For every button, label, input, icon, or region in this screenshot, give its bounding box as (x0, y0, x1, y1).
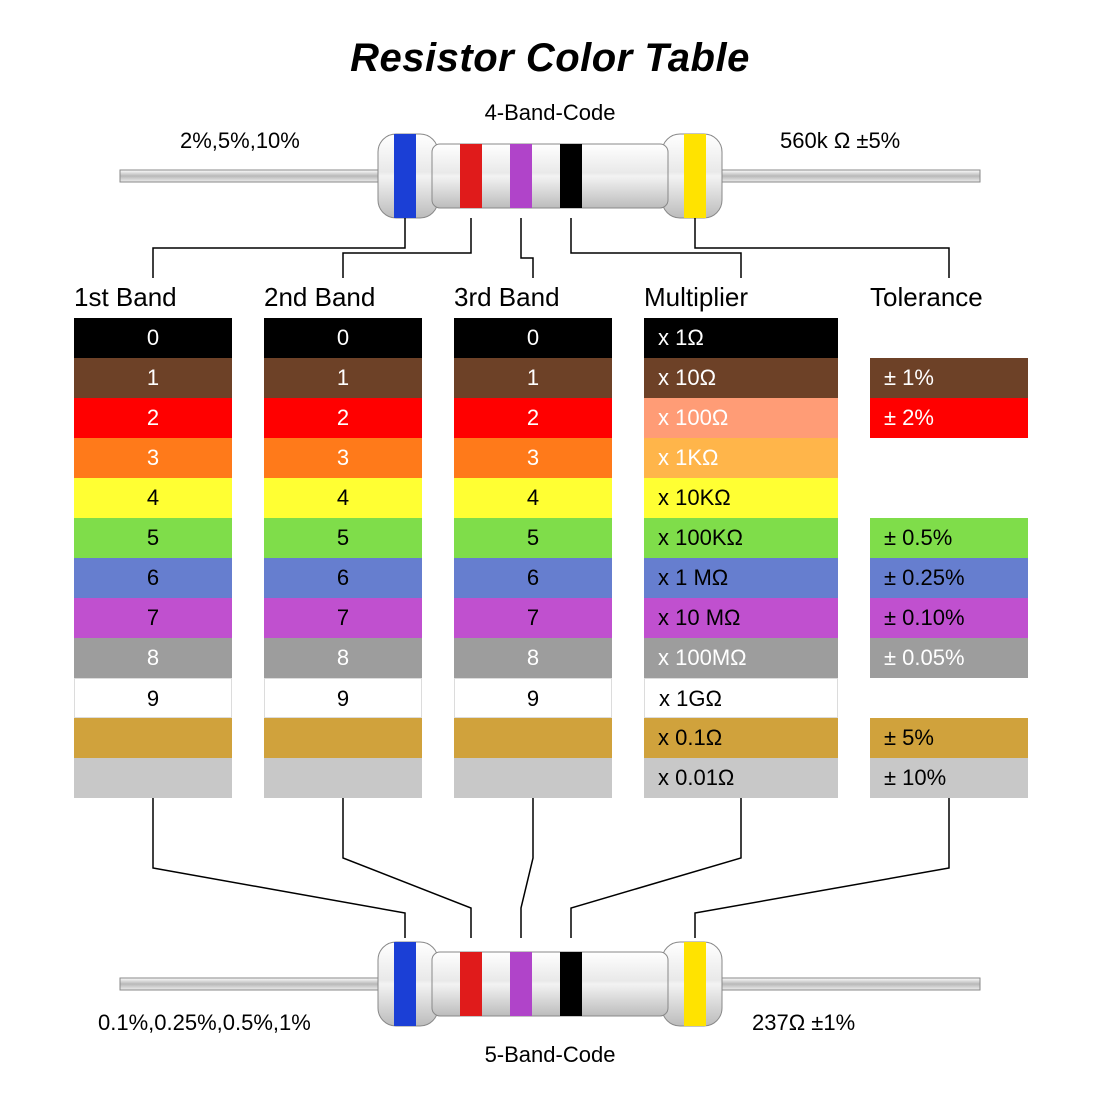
column-header: Tolerance (870, 282, 983, 313)
color-row: ± 1% (870, 358, 1028, 398)
color-row (870, 478, 1028, 518)
color-row: 7 (74, 598, 232, 638)
column-header: Multiplier (644, 282, 748, 313)
color-column: 0123456789 (264, 318, 422, 798)
color-row: x 100KΩ (644, 518, 838, 558)
color-row: 5 (454, 518, 612, 558)
color-row: 2 (454, 398, 612, 438)
column-header: 1st Band (74, 282, 177, 313)
color-row: 3 (454, 438, 612, 478)
color-row: x 10Ω (644, 358, 838, 398)
color-row (870, 438, 1028, 478)
color-row (74, 718, 232, 758)
color-row: x 100Ω (644, 398, 838, 438)
color-row: 4 (264, 478, 422, 518)
color-row: ± 2% (870, 398, 1028, 438)
color-row: 1 (454, 358, 612, 398)
color-row: x 0.01Ω (644, 758, 838, 798)
color-row: 8 (264, 638, 422, 678)
color-row: x 1 MΩ (644, 558, 838, 598)
color-row: 4 (74, 478, 232, 518)
color-row: x 1GΩ (644, 678, 838, 718)
color-row: 3 (264, 438, 422, 478)
connector-lines-bottom (0, 798, 1100, 938)
color-row: x 10KΩ (644, 478, 838, 518)
color-row: 8 (74, 638, 232, 678)
color-row (74, 758, 232, 798)
color-row: 1 (264, 358, 422, 398)
color-row: 0 (264, 318, 422, 358)
color-row: x 100MΩ (644, 638, 838, 678)
color-row: 0 (454, 318, 612, 358)
bottom-resistor-icon (0, 930, 1100, 1050)
color-row: 3 (74, 438, 232, 478)
color-row: 2 (74, 398, 232, 438)
color-row: 7 (454, 598, 612, 638)
color-row: 1 (74, 358, 232, 398)
color-row: 6 (264, 558, 422, 598)
color-row: x 10 MΩ (644, 598, 838, 638)
color-row: 9 (264, 678, 422, 718)
column-header: 3rd Band (454, 282, 560, 313)
color-row: ± 0.5% (870, 518, 1028, 558)
color-row: x 1Ω (644, 318, 838, 358)
color-row: ± 10% (870, 758, 1028, 798)
color-row: 6 (454, 558, 612, 598)
column-header: 2nd Band (264, 282, 375, 313)
color-column: 0123456789 (454, 318, 612, 798)
color-row: 5 (74, 518, 232, 558)
color-row: 5 (264, 518, 422, 558)
color-row: ± 0.10% (870, 598, 1028, 638)
page-title: Resistor Color Table (0, 36, 1100, 81)
color-column: 0123456789 (74, 318, 232, 798)
color-row: ± 0.25% (870, 558, 1028, 598)
color-row: 8 (454, 638, 612, 678)
color-row (870, 678, 1028, 718)
color-row (264, 758, 422, 798)
color-row: x 1KΩ (644, 438, 838, 478)
color-row (454, 718, 612, 758)
color-row (870, 318, 1028, 358)
color-row: 2 (264, 398, 422, 438)
color-row: 9 (454, 678, 612, 718)
color-row: ± 5% (870, 718, 1028, 758)
color-column: x 1Ωx 10Ωx 100Ωx 1KΩx 10KΩx 100KΩx 1 MΩx… (644, 318, 838, 798)
color-row (454, 758, 612, 798)
color-row: ± 0.05% (870, 638, 1028, 678)
color-row: 0 (74, 318, 232, 358)
color-row (264, 718, 422, 758)
color-row: 6 (74, 558, 232, 598)
color-row: 7 (264, 598, 422, 638)
color-row: x 0.1Ω (644, 718, 838, 758)
color-row: 4 (454, 478, 612, 518)
color-column: ± 1%± 2% ± 0.5%± 0.25%± 0.10%± 0.05% ± 5%±… (870, 318, 1028, 798)
color-row: 9 (74, 678, 232, 718)
